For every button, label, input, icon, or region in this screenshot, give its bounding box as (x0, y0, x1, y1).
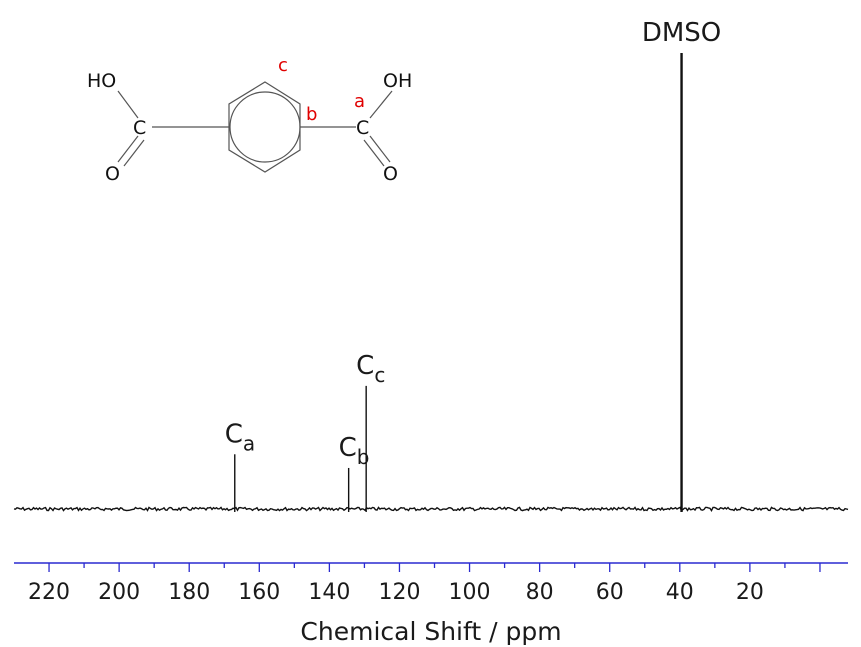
spectrum (13, 53, 849, 513)
benzene-ring (228, 81, 301, 173)
x-tick-label: 100 (449, 580, 491, 605)
x-tick-label: 60 (596, 580, 624, 605)
x-tick-label: 220 (28, 580, 70, 605)
aromatic-circle (229, 91, 301, 163)
position-label-b: b (306, 104, 317, 125)
bond-left-c-oh (117, 90, 139, 119)
bond-left-c-o-1 (117, 135, 139, 163)
position-label-c: c (278, 55, 288, 76)
molecule-structure (117, 81, 393, 173)
molecule-atom-labels: HO OH C C O O a b c (87, 55, 412, 185)
bond-right-c-oh (369, 90, 393, 119)
spectrum-baseline (13, 506, 849, 513)
atom-oh-right: OH (383, 70, 412, 92)
position-label-a: a (354, 91, 365, 112)
x-axis-title: Chemical Shift / ppm (300, 617, 561, 646)
peak-label: Cb (339, 433, 370, 469)
x-axis-ticks: 220 200 180 160 140 120 100 80 60 40 20 (28, 563, 821, 605)
bond-right-c-o-2 (363, 139, 385, 167)
atom-o-right: O (383, 163, 398, 185)
x-tick-label: 200 (98, 580, 140, 605)
peak-label: DMSO (642, 18, 721, 48)
atom-c-left: C (133, 117, 146, 139)
x-tick-label: 40 (666, 580, 694, 605)
x-tick-label: 180 (168, 580, 210, 605)
x-tick-label: 140 (308, 580, 350, 605)
peak-labels: Ca Cb Cc DMSO (225, 18, 721, 469)
peak-label: Cc (356, 351, 385, 387)
x-tick-label: 20 (736, 580, 764, 605)
peak-label: Ca (225, 419, 255, 455)
atom-o-left: O (105, 163, 120, 185)
bond-left-c-o-2 (123, 139, 145, 167)
x-tick-label: 80 (526, 580, 554, 605)
atom-c-right: C (356, 117, 369, 139)
atom-ho-left: HO (87, 70, 116, 92)
x-tick-label: 120 (378, 580, 420, 605)
bond-right-c-o-1 (369, 135, 391, 163)
x-tick-label: 160 (238, 580, 280, 605)
